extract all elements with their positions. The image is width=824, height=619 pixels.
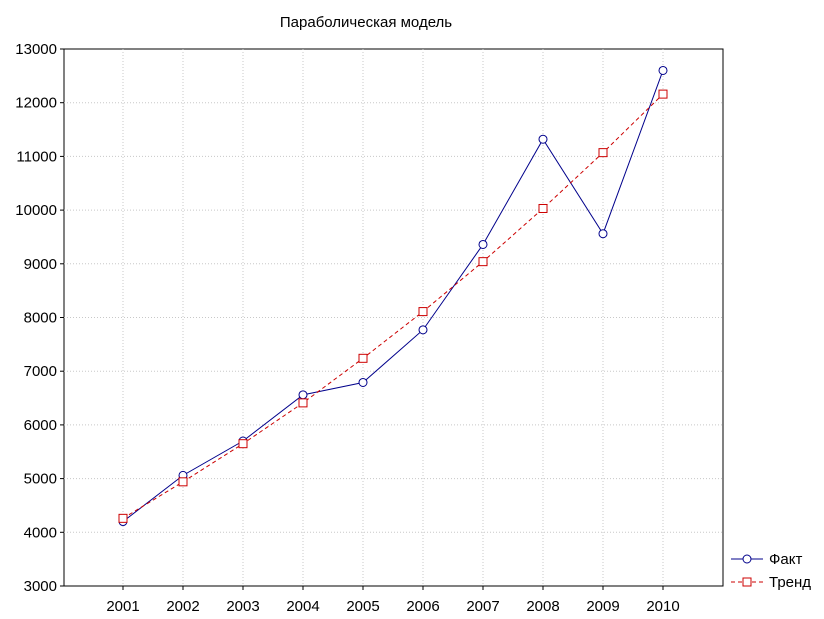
data-point [478, 257, 488, 267]
x-tick-label: 2001 [106, 598, 139, 615]
data-point [598, 148, 608, 158]
data-point [118, 513, 128, 523]
data-point [418, 307, 428, 317]
data-point [358, 353, 368, 363]
x-tick-label: 2002 [166, 598, 199, 615]
data-point [658, 89, 668, 99]
y-tick-label: 11000 [16, 148, 57, 165]
data-point [298, 390, 308, 400]
series-line-fact [122, 70, 664, 522]
legend-label: Тренд [769, 574, 811, 591]
y-tick-label: 6000 [24, 417, 57, 434]
data-point [178, 477, 188, 487]
data-point [658, 65, 668, 75]
data-point [538, 203, 548, 213]
x-tick-label: 2009 [586, 598, 619, 615]
data-point [538, 134, 548, 144]
y-tick-label: 9000 [24, 256, 57, 273]
legend-marker [742, 577, 752, 587]
y-tick-label: 5000 [24, 471, 57, 488]
x-tick-label: 2004 [286, 598, 319, 615]
legend-label: Факт [769, 551, 802, 568]
y-tick-label: 8000 [24, 310, 57, 327]
series-group [118, 65, 668, 527]
data-point [478, 239, 488, 249]
data-point [598, 229, 608, 239]
plot-area [63, 48, 724, 587]
x-tick-label: 2005 [346, 598, 379, 615]
y-tick-label: 10000 [15, 202, 57, 219]
y-tick-label: 13000 [15, 41, 57, 58]
data-point [238, 439, 248, 449]
x-tick-label: 2003 [226, 598, 259, 615]
grid [64, 49, 723, 586]
x-tick-label: 2008 [526, 598, 559, 615]
y-tick-label: 7000 [24, 363, 57, 380]
x-tick-label: 2007 [466, 598, 499, 615]
y-axis: 3000 4000 5000 6000 7000 8000 9000 10000 11000 12… [15, 41, 64, 595]
x-tick-label: 2010 [646, 598, 679, 615]
x-axis: 2001 2002 2003 2004 2005 2006 2007 2008 2009 2010 [106, 586, 680, 615]
x-tick-label: 2006 [406, 598, 439, 615]
data-point [358, 377, 368, 387]
legend-marker [742, 554, 752, 564]
chart-title: Параболическая модель [280, 14, 452, 31]
data-point [418, 325, 428, 335]
y-tick-label: 3000 [24, 578, 57, 595]
data-point [298, 398, 308, 408]
legend: Факт Тренд [731, 551, 811, 591]
series-line-trend [122, 93, 664, 519]
y-tick-label: 12000 [15, 95, 57, 112]
y-tick-label: 4000 [24, 524, 57, 541]
